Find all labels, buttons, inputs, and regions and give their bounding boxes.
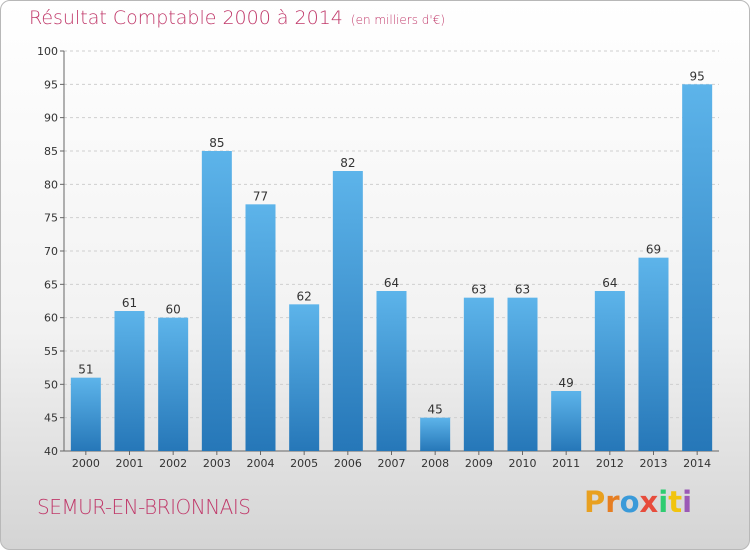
- x-tick-label: 2011: [552, 457, 580, 470]
- x-tick-label: 2013: [640, 457, 668, 470]
- y-tick-label: 50: [44, 378, 58, 391]
- data-label: 63: [471, 283, 486, 297]
- bar: [376, 291, 407, 451]
- data-label: 60: [166, 303, 181, 317]
- logo-letter: x: [639, 485, 659, 519]
- y-tick-label: 60: [44, 312, 58, 325]
- data-label: 77: [253, 189, 268, 203]
- axes: 40 45 50 55 60 65 70 75 80 85 90 95 100: [37, 45, 719, 458]
- data-label: 63: [515, 283, 530, 297]
- x-tick-label: 2000: [72, 457, 100, 470]
- x-tick-label: 2005: [290, 457, 318, 470]
- data-label: 82: [340, 156, 355, 170]
- data-label: 62: [297, 289, 312, 303]
- x-tick-label: 2009: [465, 457, 493, 470]
- x-tick-label: 2006: [334, 457, 362, 470]
- bar: [332, 171, 363, 451]
- x-tick-label: 2010: [509, 457, 537, 470]
- y-tick-label: 45: [44, 412, 58, 425]
- chart-title-text: Résultat Comptable 2000 à 2014: [29, 7, 343, 29]
- bar: [201, 151, 232, 451]
- x-tick-label: 2014: [683, 457, 711, 470]
- data-label: 64: [384, 276, 399, 290]
- y-tick-label: 40: [44, 445, 58, 458]
- bar: [551, 391, 582, 451]
- proxiti-logo: Proxiti: [584, 485, 692, 519]
- data-label: 85: [209, 136, 224, 150]
- bar: [507, 297, 538, 451]
- y-tick-label: 100: [37, 45, 58, 58]
- bar: [114, 311, 145, 451]
- data-label: 45: [428, 403, 443, 417]
- data-label: 51: [78, 363, 93, 377]
- labels: 51 2000 61 2001 60 2002 85 2003 77 2004 62 2005 82 20…: [72, 69, 711, 470]
- x-tick-label: 2003: [203, 457, 231, 470]
- data-label: 95: [690, 69, 705, 83]
- data-label: 61: [122, 296, 137, 310]
- logo-letter: i: [682, 485, 693, 519]
- x-tick-label: 2004: [247, 457, 275, 470]
- x-tick-label: 2007: [378, 457, 406, 470]
- chart-title-unit: (en milliers d'€): [350, 13, 446, 27]
- bar: [682, 84, 713, 451]
- x-tick-label: 2008: [421, 457, 449, 470]
- y-tick-label: 85: [44, 145, 58, 158]
- bar: [70, 377, 101, 451]
- bar: [245, 204, 276, 451]
- logo-letter: i: [658, 485, 669, 519]
- bar: [420, 417, 451, 451]
- y-tick-label: 65: [44, 278, 58, 291]
- bar: [289, 304, 320, 451]
- y-tick-label: 95: [44, 78, 58, 91]
- bar: [158, 317, 189, 451]
- x-tick-label: 2002: [159, 457, 187, 470]
- y-tick-label: 70: [44, 245, 58, 258]
- location-name: SEMUR-EN-BRIONNAIS: [37, 495, 251, 519]
- x-tick-label: 2012: [596, 457, 624, 470]
- logo-letter: t: [668, 485, 683, 519]
- logo-letter: P: [584, 485, 606, 519]
- data-label: 69: [646, 243, 661, 257]
- bars: [70, 84, 713, 451]
- y-tick-label: 80: [44, 178, 58, 191]
- logo-letter: r: [605, 485, 620, 519]
- bar: [594, 291, 625, 451]
- data-label: 49: [559, 376, 574, 390]
- y-tick-label: 90: [44, 112, 58, 125]
- data-label: 64: [602, 276, 617, 290]
- y-tick-label: 55: [44, 345, 58, 358]
- y-tick-label: 75: [44, 212, 58, 225]
- bar: [463, 297, 494, 451]
- logo-letter: o: [619, 485, 640, 519]
- x-tick-label: 2001: [116, 457, 144, 470]
- chart-title: Résultat Comptable 2000 à 2014 (en millie…: [29, 7, 445, 29]
- bar: [638, 257, 669, 451]
